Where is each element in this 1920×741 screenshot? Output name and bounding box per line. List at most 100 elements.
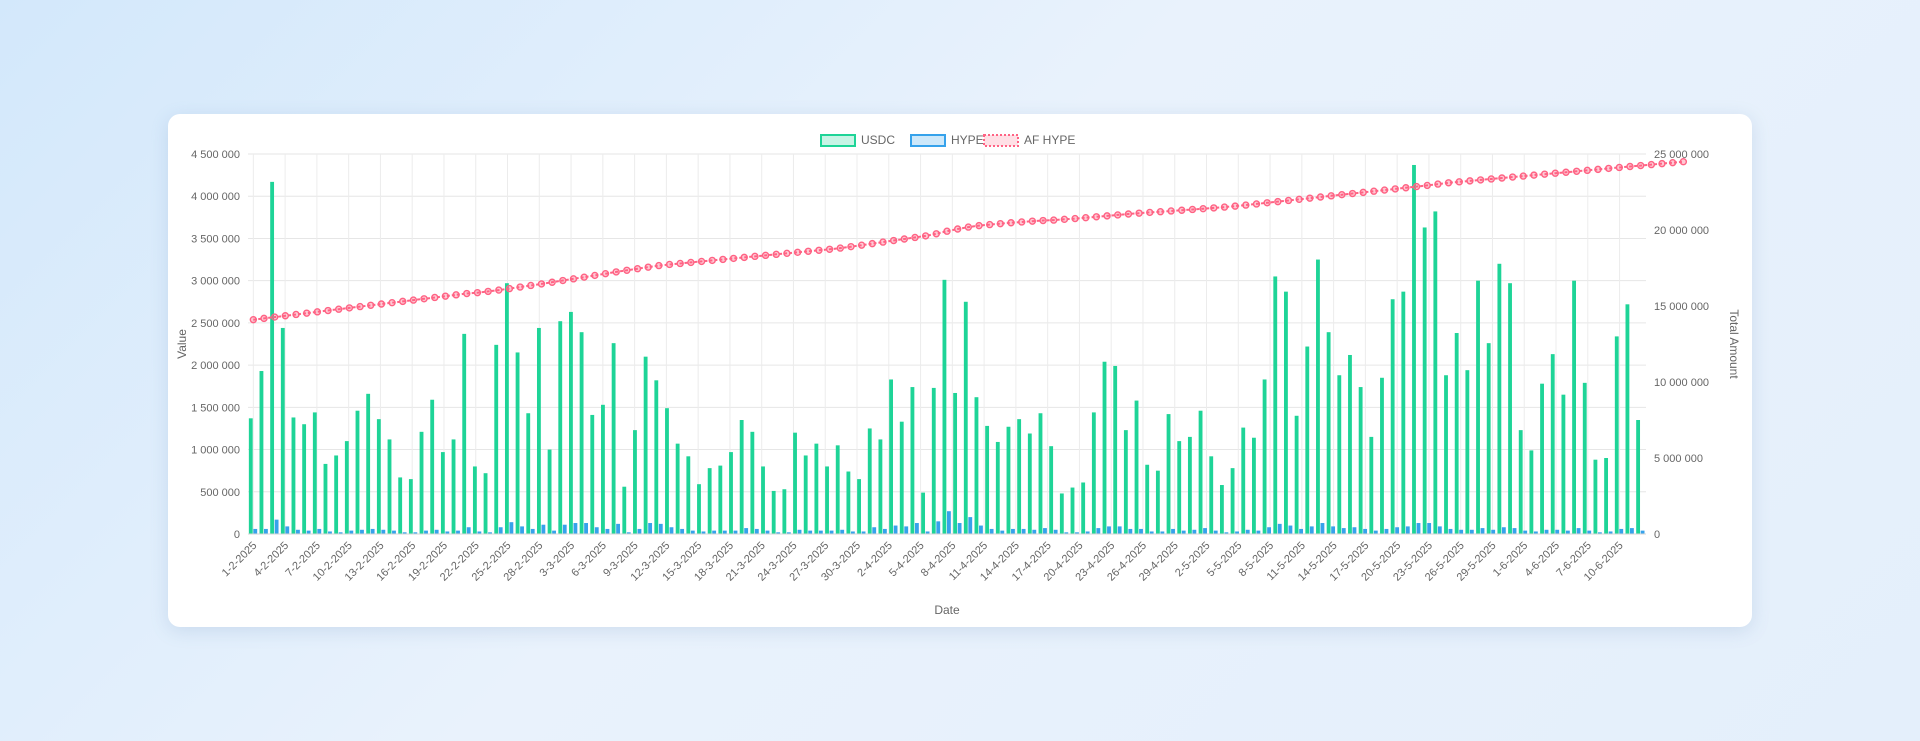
bar-usdc: [1294, 415, 1299, 534]
point-af-hype: [1444, 179, 1453, 187]
bar-hype: [1480, 528, 1485, 534]
bar-usdc: [910, 387, 915, 534]
point-af-hype: [1188, 205, 1197, 214]
point-af-hype: [975, 221, 983, 230]
point-af-hype: [1508, 173, 1517, 181]
bar-usdc: [835, 445, 840, 534]
bar-usdc: [686, 456, 691, 534]
y2-tick-label: 5 000 000: [1654, 453, 1703, 465]
legend-item-usdc[interactable]: USDC: [820, 133, 895, 147]
bar-usdc: [814, 443, 819, 534]
bar-hype: [253, 528, 258, 534]
bar-hype: [637, 528, 642, 534]
bar-usdc: [1497, 263, 1502, 534]
point-af-hype: [1338, 190, 1346, 199]
bar-hype: [947, 511, 951, 534]
point-af-hype: [676, 259, 684, 268]
y-tick-label: 2 000 000: [191, 360, 240, 372]
bar-hype: [776, 532, 781, 534]
point-af-hype: [655, 261, 663, 270]
bar-hype: [1352, 527, 1357, 534]
bar-hype: [413, 532, 418, 534]
bar-hype: [1395, 527, 1400, 534]
bar-usdc: [302, 424, 307, 534]
bar-usdc: [398, 477, 403, 534]
bar-hype: [840, 529, 845, 534]
point-af-hype: [1540, 170, 1549, 178]
point-af-hype: [1530, 171, 1538, 179]
point-af-hype: [761, 251, 770, 260]
bar-usdc: [1316, 259, 1320, 534]
point-af-hype: [1359, 188, 1367, 197]
bar-hype: [1608, 531, 1613, 534]
bar-usdc: [1433, 211, 1438, 534]
bar-hype: [1235, 531, 1239, 534]
bar-hype: [968, 517, 973, 534]
bar-hype: [392, 530, 396, 534]
bar-usdc: [622, 486, 627, 534]
point-af-hype: [399, 297, 407, 306]
point-af-hype: [1114, 211, 1122, 219]
bar-usdc: [430, 399, 435, 534]
y-tick-label: 0: [234, 529, 240, 541]
legend-label-hype: HYPE: [951, 133, 984, 147]
bar-hype: [626, 532, 631, 534]
legend-label-af-hype: AF HYPE: [1024, 133, 1075, 147]
point-af-hype: [740, 253, 748, 262]
bar-hype: [1139, 528, 1143, 534]
bar-hype: [1544, 529, 1549, 534]
point-af-hype: [1210, 204, 1218, 212]
bar-hype: [1320, 523, 1325, 534]
point-af-hype: [1316, 193, 1325, 201]
bar-usdc: [1305, 346, 1310, 534]
point-af-hype: [388, 298, 396, 307]
point-af-hype: [260, 314, 268, 323]
bar-hype: [1459, 529, 1464, 534]
point-af-hype: [527, 281, 535, 290]
point-af-hype: [1466, 177, 1474, 185]
legend: USDC HYPE AF HYPE: [820, 133, 1075, 147]
legend-item-af-hype[interactable]: AF HYPE: [983, 133, 1075, 147]
bar-usdc: [376, 419, 381, 534]
bar-hype: [904, 526, 909, 534]
bar-hype: [1427, 523, 1432, 534]
legend-item-hype[interactable]: HYPE: [910, 133, 984, 147]
bar-hype: [744, 528, 749, 534]
bar-usdc: [1476, 280, 1480, 534]
bar-hype: [541, 524, 546, 534]
bar-usdc: [931, 387, 936, 534]
bar-hype: [1523, 530, 1528, 534]
chart-svg: 0 500 000 1 000 000 1 500 000 2 000 000 2 500…: [175, 133, 1741, 617]
point-af-hype: [953, 225, 962, 233]
y-tick-label: 3 000 000: [191, 276, 240, 288]
bar-usdc: [280, 327, 285, 534]
bar-usdc: [867, 428, 872, 534]
point-af-hype: [665, 260, 674, 269]
bar-hype: [850, 531, 855, 534]
point-af-hype: [1156, 207, 1165, 216]
point-af-hype: [1231, 202, 1239, 210]
bar-usdc: [1273, 276, 1278, 534]
point-af-hype: [1060, 215, 1069, 224]
bar-usdc: [558, 321, 563, 534]
point-af-hype: [1476, 176, 1485, 184]
bar-hype: [1299, 528, 1304, 534]
point-af-hype: [1199, 204, 1207, 213]
point-af-hype: [569, 275, 578, 283]
point-af-hype: [1626, 162, 1634, 171]
bar-hype: [530, 528, 535, 534]
point-af-hype: [996, 219, 1005, 228]
bar-hype: [1128, 528, 1133, 534]
bar-usdc: [1412, 164, 1416, 534]
point-af-hype: [270, 313, 279, 321]
point-af-hype: [441, 292, 450, 300]
point-af-hype: [719, 255, 727, 264]
bar-hype: [1469, 529, 1474, 534]
point-af-hype: [793, 248, 802, 257]
y2-tick-label: 0: [1654, 529, 1660, 541]
bar-usdc: [1198, 410, 1203, 534]
point-af-hype: [292, 310, 300, 319]
y-tick-label: 4 000 000: [191, 191, 240, 203]
bar-hype: [360, 529, 364, 534]
point-af-hype: [729, 254, 738, 263]
